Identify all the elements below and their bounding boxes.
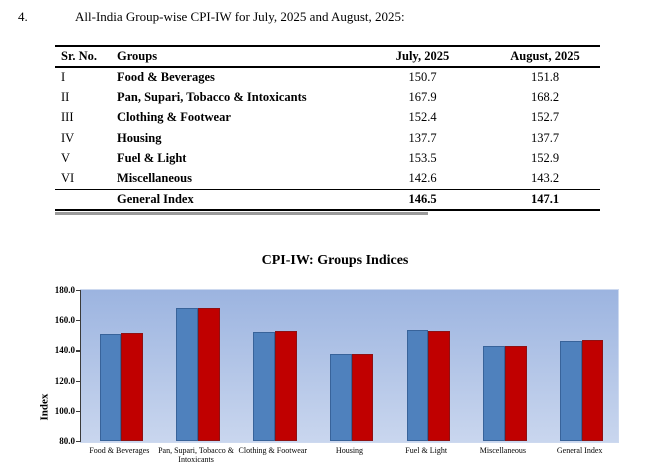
row-group-name: Food & Beverages: [117, 70, 215, 85]
table-row: III Clothing & Footwear 152.4 152.7: [55, 108, 600, 128]
col-header-august: August, 2025: [510, 49, 580, 63]
row-sr-no: III: [61, 110, 74, 125]
row-sr-no: IV: [61, 130, 75, 145]
y-axis-tick-mark: [76, 380, 81, 382]
bar-august: [198, 307, 220, 441]
bar-july: [253, 331, 275, 441]
row-group-name: General Index: [117, 192, 194, 207]
section-heading: All-India Group-wise CPI-IW for July, 20…: [75, 9, 405, 24]
table-row: IV Housing 137.7 137.7: [55, 128, 600, 148]
row-july-value: 137.7: [408, 130, 437, 145]
row-july-value: 152.4: [408, 110, 437, 125]
row-sr-no: [55, 189, 98, 210]
chart-title: CPI-IW: Groups Indices: [261, 253, 409, 268]
y-axis-tick-mark: [76, 290, 81, 292]
x-axis-category-label: Food & Beverages: [89, 446, 150, 455]
x-axis-category-label: Fuel & Light: [405, 446, 448, 455]
bar-july: [99, 334, 122, 441]
y-axis-tick-mark: [76, 320, 81, 322]
row-group-name: Clothing & Footwear: [117, 110, 231, 125]
general-index-row: General Index 146.5 147.1: [55, 189, 600, 210]
y-axis-tick-label: 100.0: [54, 405, 75, 416]
table-bottom-shadow-line: [55, 212, 428, 215]
paragraph-number: 4.: [18, 9, 28, 24]
cpi-table: Sr. No. Groups July, 2025 August, 2025 I…: [55, 45, 600, 212]
row-group-name: Pan, Supari, Tobacco & Intoxicants: [117, 90, 307, 105]
row-group-name: Fuel & Light: [117, 151, 187, 166]
bar-july: [559, 340, 582, 441]
x-axis-category-label: Clothing & Footwear: [238, 446, 307, 455]
row-sr-no: V: [61, 151, 71, 166]
bar-july: [329, 353, 352, 441]
row-august-value: 137.7: [530, 130, 560, 145]
row-august-value: 151.8: [530, 70, 560, 85]
row-july-value: 150.7: [408, 70, 437, 85]
y-axis-tick-label: 140.0: [54, 345, 75, 356]
y-axis-line: [80, 290, 82, 441]
col-header-july: July, 2025: [395, 49, 450, 63]
row-july-value: 153.5: [408, 151, 437, 166]
y-axis-tick-mark: [76, 440, 81, 443]
table-header-row: Sr. No. Groups July, 2025 August, 2025: [55, 46, 600, 67]
table-row: I Food & Beverages 150.7 151.8: [55, 67, 600, 87]
x-axis-category-label: Housing: [335, 446, 364, 455]
row-august-value: 143.2: [530, 171, 560, 186]
table-row: II Pan, Supari, Tobacco & Intoxicants 167.…: [55, 87, 600, 107]
bar-august: [581, 339, 604, 441]
row-group-name: Miscellaneous: [117, 171, 192, 186]
row-august-value: 168.2: [530, 90, 560, 105]
x-axis-category-label: Miscellaneous: [479, 446, 527, 455]
bar-august: [351, 353, 374, 441]
cpi-table-body: I Food & Beverages 150.7 151.8 II Pan, Supari…: [55, 67, 600, 210]
x-axis-category-label: Pan, Supari, Tobacco & Intoxicants: [158, 446, 235, 464]
row-july-value: 142.6: [408, 171, 437, 186]
row-sr-no: I: [61, 70, 66, 85]
table-row: VI Miscellaneous 142.6 143.2: [55, 169, 600, 189]
bar-july: [406, 329, 429, 441]
col-header-groups: Groups: [117, 49, 158, 63]
row-sr-no: II: [61, 90, 70, 105]
y-axis-tick-label: 180.0: [54, 285, 75, 295]
bar-july: [176, 308, 199, 441]
row-sr-no: VI: [61, 171, 75, 186]
row-august-value: 152.9: [530, 151, 560, 166]
y-axis-tick-label: 80.0: [59, 435, 75, 446]
bar-august: [121, 332, 144, 441]
y-axis-tick-mark: [76, 350, 81, 352]
bar-august: [428, 330, 450, 441]
row-august-value: 152.7: [530, 110, 560, 125]
y-axis-tick-label: 160.0: [54, 315, 75, 326]
row-july-value: 146.5: [408, 192, 437, 207]
x-axis-category-label: General Index: [556, 446, 603, 455]
bar-august: [504, 345, 527, 441]
row-group-name: Housing: [117, 130, 162, 145]
col-header-sr-no: Sr. No.: [61, 49, 98, 63]
y-axis-tick-mark: [76, 410, 81, 412]
y-axis-tick-label: 120.0: [54, 375, 75, 386]
table-row: V Fuel & Light 153.5 152.9: [55, 149, 600, 169]
bar-july: [483, 346, 505, 441]
row-august-value: 147.1: [530, 192, 560, 207]
bar-august: [274, 331, 297, 441]
row-july-value: 167.9: [408, 90, 437, 105]
